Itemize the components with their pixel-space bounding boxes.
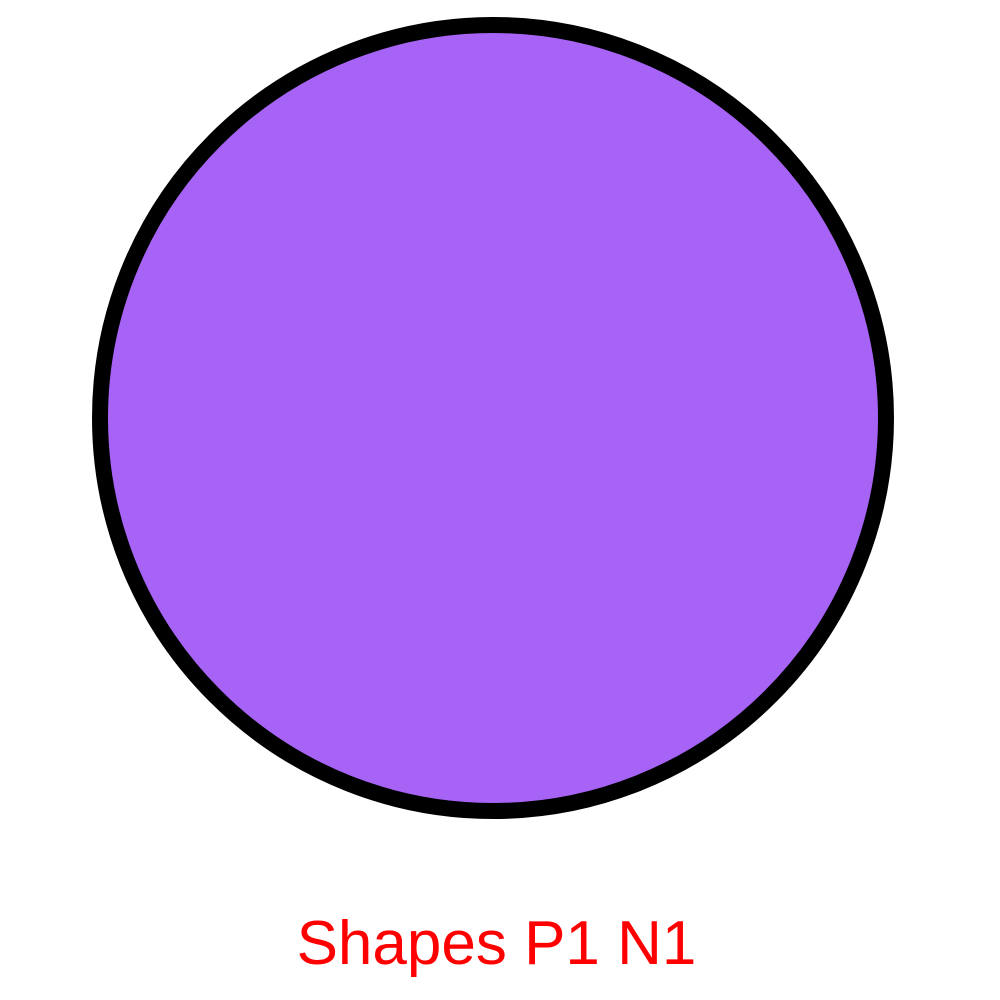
purple-circle [92, 17, 894, 819]
shape-caption: Shapes P1 N1 [296, 909, 697, 978]
